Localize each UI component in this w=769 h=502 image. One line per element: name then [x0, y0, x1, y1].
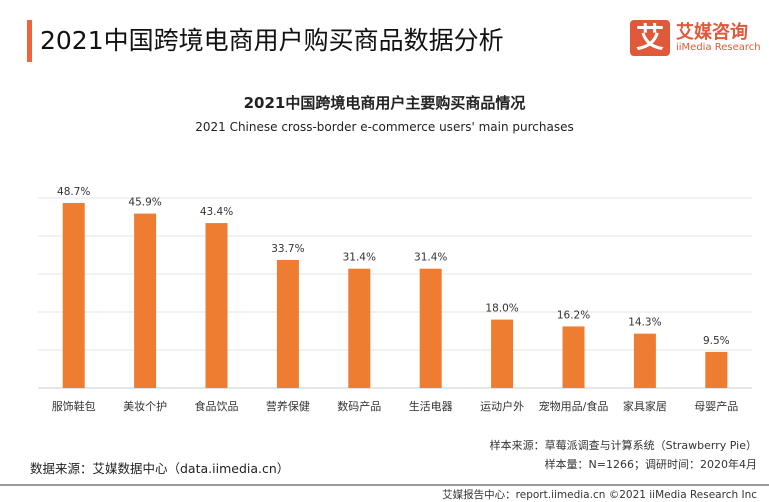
copyright: 艾媒报告中心：report.iimedia.cn ©2021 iiMedia R… — [442, 489, 757, 501]
bar — [419, 268, 442, 388]
data-label: 33.7% — [271, 243, 304, 255]
data-label: 9.5% — [703, 335, 730, 347]
x-tick-label: 家具家居 — [623, 399, 667, 413]
logo-text-en: iiMedia Research — [676, 42, 761, 53]
bar — [491, 319, 514, 388]
data-label: 31.4% — [414, 252, 447, 264]
data-label: 16.2% — [557, 309, 590, 321]
bar — [276, 259, 299, 388]
chart-subtitle: 2021 Chinese cross-border e-commerce use… — [195, 120, 574, 134]
data-source: 数据来源：艾媒数据中心（data.iimedia.cn） — [30, 461, 290, 476]
data-label: 45.9% — [128, 197, 161, 209]
bar — [348, 268, 371, 388]
x-tick-label: 宠物用品/食品 — [539, 399, 609, 413]
data-label: 48.7% — [57, 186, 90, 198]
sample-source: 样本来源：草莓派调查与计算系统（Strawberry Pie） — [489, 439, 757, 452]
x-tick-label: 食品饮品 — [195, 399, 239, 413]
x-tick-label: 服饰鞋包 — [52, 399, 96, 413]
chart-title: 2021中国跨境电商用户主要购买商品情况 — [243, 94, 526, 112]
x-tick-label: 母婴产品 — [694, 399, 738, 413]
page-title: 2021中国跨境电商用户购买商品数据分析 — [40, 26, 504, 55]
bar — [633, 333, 656, 388]
data-label: 18.0% — [485, 303, 518, 315]
logo-text-cn: 艾媒咨询 — [676, 22, 748, 43]
data-label: 14.3% — [628, 317, 661, 329]
data-label: 31.4% — [343, 252, 376, 264]
footer-divider — [0, 484, 769, 486]
bar — [205, 223, 228, 388]
sample-size: 样本量：N=1266；调研时间：2020年4月 — [544, 458, 757, 471]
data-label: 43.4% — [200, 206, 233, 218]
x-tick-label: 美妆个护 — [123, 399, 167, 413]
logo-icon: 艾 — [630, 20, 670, 56]
title-accent-bar — [27, 20, 32, 62]
bar — [62, 202, 85, 388]
x-tick-label: 数码产品 — [337, 399, 381, 413]
x-tick-label: 营养保健 — [266, 399, 310, 413]
bar — [134, 213, 157, 388]
x-tick-label: 生活电器 — [409, 399, 453, 413]
bar — [562, 326, 585, 388]
bar — [705, 351, 728, 388]
x-tick-label: 运动户外 — [480, 399, 524, 413]
